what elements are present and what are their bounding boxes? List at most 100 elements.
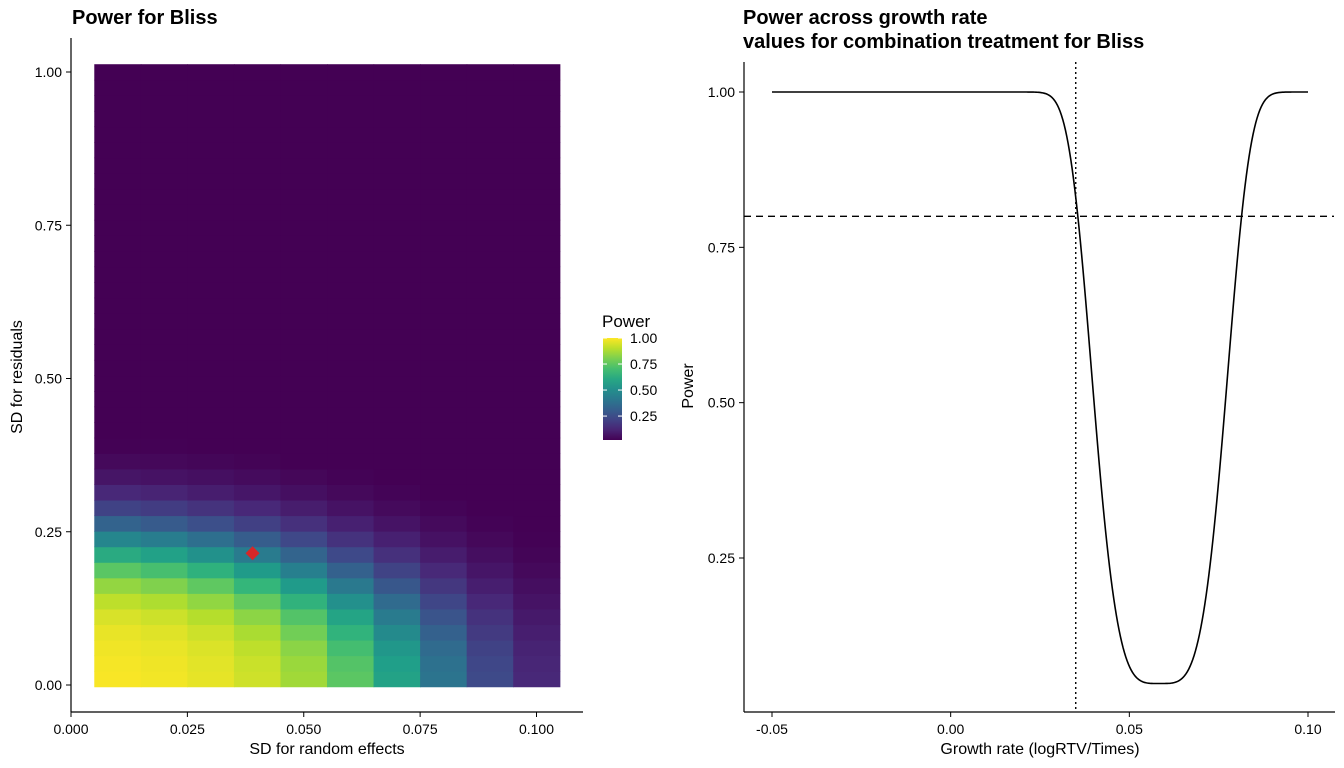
heatmap-cell bbox=[513, 531, 561, 548]
right-x-tick-label: -0.05 bbox=[756, 721, 788, 737]
heatmap-cell bbox=[233, 126, 282, 143]
heatmap-cell bbox=[420, 391, 468, 408]
heatmap-cell bbox=[187, 188, 235, 205]
heatmap-cell bbox=[280, 173, 328, 190]
heatmap-cell bbox=[373, 453, 421, 470]
heatmap-cell bbox=[140, 157, 188, 174]
heatmap-cell bbox=[466, 453, 514, 470]
heatmap-cell bbox=[140, 499, 188, 517]
heatmap-cell bbox=[140, 344, 188, 361]
heatmap-cell bbox=[420, 64, 468, 81]
heatmap-cell bbox=[233, 344, 282, 361]
left-y-axis-label: SD for residuals bbox=[9, 320, 26, 434]
heatmap-cell bbox=[466, 484, 514, 501]
legend-tick-label: 0.50 bbox=[630, 382, 657, 398]
heatmap-cell bbox=[94, 344, 142, 361]
heatmap-cell bbox=[187, 375, 235, 392]
heatmap-cell bbox=[94, 546, 142, 563]
heatmap-cell bbox=[327, 142, 375, 159]
heatmap-cell bbox=[513, 297, 561, 314]
heatmap-cell bbox=[187, 484, 235, 501]
heatmap-cell bbox=[233, 328, 282, 345]
heatmap-cell bbox=[140, 546, 188, 563]
heatmap-cell bbox=[466, 624, 514, 641]
heatmap-cell bbox=[420, 266, 468, 283]
heatmap-cell bbox=[373, 110, 421, 128]
heatmap-cell bbox=[233, 173, 282, 190]
heatmap-cell bbox=[466, 95, 514, 112]
heatmap-cell bbox=[420, 126, 468, 143]
right-x-axis-label: Growth rate (logRTV/Times) bbox=[940, 741, 1139, 758]
heatmap-cell bbox=[233, 219, 282, 236]
heatmap-cell bbox=[94, 624, 142, 641]
heatmap-cell bbox=[187, 250, 235, 268]
heatmap-cell bbox=[94, 391, 142, 408]
heatmap-cell bbox=[140, 639, 188, 657]
heatmap-cell bbox=[513, 282, 561, 299]
heatmap-cell bbox=[94, 562, 142, 579]
heatmap-cell bbox=[327, 422, 375, 439]
legend-ticks: 1.00 0.75 0.50 0.25 bbox=[603, 330, 657, 424]
heatmap-cell bbox=[187, 142, 235, 159]
heatmap-cell bbox=[513, 266, 561, 283]
heatmap-cell bbox=[140, 328, 188, 345]
heatmap-cell bbox=[280, 562, 328, 579]
heatmap-cell bbox=[280, 671, 328, 688]
heatmap-cell bbox=[187, 359, 235, 377]
heatmap-cell bbox=[187, 297, 235, 314]
heatmap-cell bbox=[233, 204, 282, 221]
heatmap-cell bbox=[373, 468, 421, 485]
heatmap-cell bbox=[327, 562, 375, 579]
heatmap-cell bbox=[466, 406, 514, 423]
heatmap-cell bbox=[140, 297, 188, 314]
heatmap-cell bbox=[373, 188, 421, 205]
heatmap-cell bbox=[373, 282, 421, 299]
heatmap-cell bbox=[94, 157, 142, 174]
right-y-axis-label: Power bbox=[680, 363, 697, 409]
heatmap-cell bbox=[373, 235, 421, 252]
heatmap-cell bbox=[187, 328, 235, 345]
heatmap-cell bbox=[94, 250, 142, 268]
heatmap-cell bbox=[187, 64, 235, 81]
heatmap-cell bbox=[140, 250, 188, 268]
heatmap-cell bbox=[420, 546, 468, 563]
heatmap-cell bbox=[140, 608, 188, 626]
heatmap-cell bbox=[466, 250, 514, 268]
right-x-tick-label: 0.00 bbox=[937, 721, 964, 737]
left-x-tick-label: 0.075 bbox=[403, 721, 438, 737]
reference-point-marker bbox=[245, 546, 260, 561]
heatmap-cell bbox=[233, 142, 282, 159]
heatmap-cell bbox=[233, 266, 282, 283]
heatmap-cell bbox=[373, 562, 421, 579]
heatmap-cell bbox=[233, 359, 282, 377]
heatmap-cell bbox=[280, 391, 328, 408]
heatmap-cell bbox=[140, 64, 188, 81]
heatmap-cell bbox=[187, 266, 235, 283]
heatmap-cell bbox=[420, 250, 468, 268]
heatmap-cell bbox=[327, 219, 375, 236]
heatmap-cell bbox=[513, 406, 561, 423]
heatmap-cell bbox=[420, 79, 468, 96]
heatmap-cell bbox=[373, 95, 421, 112]
heatmap-cell bbox=[140, 375, 188, 392]
heatmap-cell bbox=[187, 95, 235, 112]
heatmap-cell bbox=[327, 266, 375, 283]
heatmap-cell bbox=[420, 639, 468, 657]
left-y-tick-label: 0.25 bbox=[35, 524, 62, 540]
heatmap-cell bbox=[94, 608, 142, 626]
heatmap-cell bbox=[94, 282, 142, 299]
heatmap-cell bbox=[94, 531, 142, 548]
heatmap-cell bbox=[140, 235, 188, 252]
heatmap-cell bbox=[373, 250, 421, 268]
heatmap-cell bbox=[280, 359, 328, 377]
heatmap-cell bbox=[140, 593, 188, 610]
heatmap-cell bbox=[140, 484, 188, 501]
heatmap-cell bbox=[280, 64, 328, 81]
heatmap-cell bbox=[466, 235, 514, 252]
heatmap-cell bbox=[327, 297, 375, 314]
heatmap-cell bbox=[373, 157, 421, 174]
heatmap-cell bbox=[466, 297, 514, 314]
heatmap-cell bbox=[420, 624, 468, 641]
heatmap-cell bbox=[280, 499, 328, 517]
heatmap-cell bbox=[140, 406, 188, 423]
